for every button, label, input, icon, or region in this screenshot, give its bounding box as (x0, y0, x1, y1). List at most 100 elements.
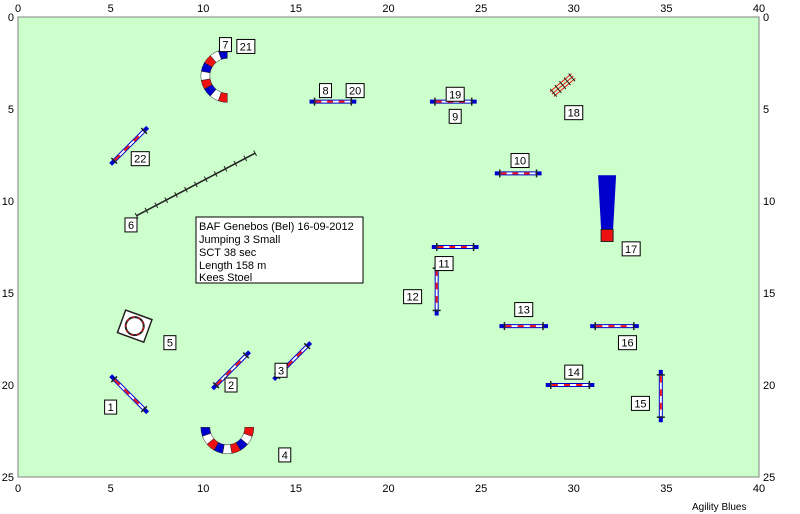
number-label-text: 9 (452, 111, 458, 123)
number-label-box (617, 335, 637, 351)
obstacle-number-label: 3 (274, 362, 288, 378)
x-tick-label-top: 25 (475, 3, 487, 15)
dogwalk-slat (174, 191, 178, 198)
chute-obstacle (598, 175, 617, 242)
number-label-box (445, 86, 465, 102)
tire-ring-stripe (125, 316, 145, 336)
weave-pole (549, 88, 558, 97)
number-label-box (403, 289, 423, 305)
y-tick-label-right: 25 (763, 472, 775, 484)
jump-obstacle (109, 125, 150, 166)
obstacle-number-label: 6 (124, 217, 138, 233)
obstacle-number-label: 13 (514, 302, 534, 318)
weave-pole (559, 80, 567, 90)
jump-obstacle (656, 369, 665, 423)
x-tick-label-top: 10 (197, 3, 209, 15)
dogwalk-slat (154, 202, 159, 209)
x-tick-label-top: 20 (382, 3, 394, 15)
y-tick-label-left: 25 (2, 472, 14, 484)
number-label-text: 5 (167, 338, 173, 350)
tunnel-segment (217, 92, 228, 103)
obstacle-number-label: 22 (130, 151, 150, 167)
number-label-text: 14 (568, 367, 580, 379)
number-label-box (278, 447, 292, 463)
jump-obstacle (109, 374, 150, 415)
dogwalk-slat (184, 186, 188, 193)
dogwalk-slat (233, 160, 238, 167)
number-label-box (236, 38, 256, 54)
number-label-text: 3 (278, 365, 284, 377)
y-tick-label-left: 15 (2, 288, 14, 300)
x-tick-label-top: 5 (108, 3, 114, 15)
number-label-box (163, 335, 177, 351)
number-label-text: 21 (240, 41, 252, 53)
dogwalk-slat (213, 171, 218, 177)
jump-stand (212, 381, 220, 389)
obstacle-number-label: 8 (319, 83, 333, 99)
dogwalk-slat (243, 155, 248, 162)
number-label-box (130, 151, 150, 167)
obstacle-number-label: 12 (403, 289, 423, 305)
obstacle-number-label: 10 (510, 153, 530, 169)
number-label-text: 1 (108, 402, 114, 414)
x-tick-label-top: 40 (753, 3, 765, 15)
number-label-box (124, 217, 138, 233)
number-label-box (345, 83, 365, 99)
number-label-box (224, 377, 238, 393)
number-label-text: 17 (625, 244, 637, 256)
dogwalk-slat (193, 181, 198, 188)
jump-bar-stripe (235, 360, 242, 367)
x-tick-label-top: 15 (290, 3, 302, 15)
y-tick-label-right: 10 (763, 196, 775, 208)
x-tick-label-bottom: 0 (15, 483, 21, 495)
number-label-box (564, 364, 584, 380)
jump-stand (303, 342, 311, 350)
jump-bar-stripe (133, 135, 140, 142)
x-tick-label-bottom: 15 (290, 483, 302, 495)
number-label-text: 7 (222, 40, 228, 52)
number-label-box (104, 399, 118, 415)
jump-bar-stripe (114, 154, 121, 161)
obstacle-number-label: 4 (278, 447, 292, 463)
x-tick-label-top: 35 (660, 3, 672, 15)
obstacle-number-label: 15 (630, 395, 650, 411)
jump-stand (110, 157, 118, 165)
number-label-text: 18 (568, 108, 580, 120)
number-label-text: 11 (438, 259, 449, 271)
number-label-text: 19 (449, 89, 461, 101)
tunnel-segment (243, 427, 255, 437)
jump-stand (242, 351, 250, 359)
info-line-event: BAF Genebos (Bel) 16-09-2012 (199, 221, 354, 233)
obstacle-number-label: 11 (434, 256, 454, 272)
jump-bar-stripe (216, 379, 223, 386)
x-tick-label-top: 30 (568, 3, 580, 15)
dogwalk-obstacle (134, 150, 257, 219)
x-tick-label-bottom: 35 (660, 483, 672, 495)
x-tick-label-bottom: 5 (108, 483, 114, 495)
number-label-box (274, 362, 288, 378)
obstacle-number-label: 9 (448, 108, 462, 124)
jump-stand (140, 405, 148, 413)
dogwalk-slat (203, 176, 208, 183)
info-line-class: Jumping 3 Small (199, 234, 280, 246)
y-tick-label-right: 5 (763, 104, 769, 116)
jump-bar-stripe (114, 379, 121, 386)
x-tick-label-bottom: 25 (475, 483, 487, 495)
jump-obstacle (545, 381, 595, 389)
number-label-box (621, 241, 641, 257)
number-label-text: 6 (128, 220, 134, 232)
obstacle-number-label: 18 (564, 105, 584, 121)
x-tick-label-bottom: 10 (197, 483, 209, 495)
jump-obstacle (494, 169, 542, 178)
number-label-text: 10 (514, 156, 526, 168)
weave-pole (568, 73, 576, 82)
jump-bar-stripe (225, 369, 232, 376)
number-label-text: 2 (228, 380, 234, 392)
jump-stand (110, 375, 118, 383)
number-label-text: 13 (518, 305, 530, 317)
obstacle-number-label: 16 (617, 335, 637, 351)
number-label-box (514, 302, 534, 318)
info-line-length: Length 158 m (199, 260, 266, 272)
info-box: BAF Genebos (Bel) 16-09-2012 Jumping 3 S… (195, 216, 364, 284)
